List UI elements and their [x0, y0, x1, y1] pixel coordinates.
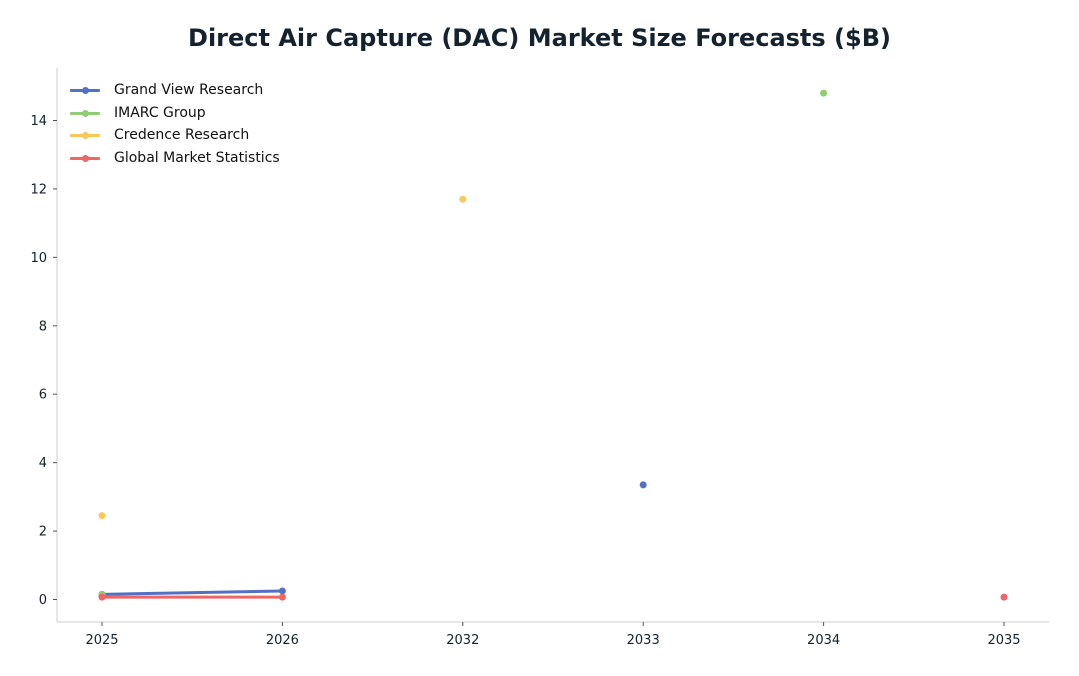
- legend-item: IMARC Group: [68, 102, 280, 125]
- x-tick-label: 2033: [627, 633, 660, 648]
- legend-item: Credence Research: [68, 124, 280, 147]
- series-line-grand-view-research: [100, 589, 284, 596]
- data-point-credence-research: [459, 195, 467, 203]
- data-point-global-market-statistics: [278, 593, 286, 601]
- y-tick-label: 8: [39, 319, 47, 334]
- x-tick-label: 2026: [266, 633, 299, 648]
- data-point-grand-view-research: [639, 481, 647, 489]
- y-tick-label: 4: [39, 456, 47, 471]
- legend-label: IMARC Group: [114, 104, 206, 121]
- y-tick-label: 12: [30, 182, 47, 197]
- y-tick-label: 10: [30, 251, 47, 266]
- chart-title: Direct Air Capture (DAC) Market Size For…: [188, 24, 891, 52]
- data-point-credence-research: [98, 512, 106, 520]
- y-tick-label: 14: [30, 114, 47, 129]
- legend-swatch: [68, 130, 102, 140]
- legend-swatch: [68, 85, 102, 95]
- legend-label: Grand View Research: [114, 82, 264, 99]
- legend-item: Global Market Statistics: [68, 147, 280, 170]
- data-point-imarc-group: [820, 89, 828, 97]
- legend-label: Global Market Statistics: [114, 150, 280, 167]
- y-tick-label: 0: [39, 593, 47, 608]
- legend-swatch: [68, 108, 102, 118]
- x-tick-label: 2035: [987, 633, 1020, 648]
- legend-label: Credence Research: [114, 127, 250, 144]
- x-tick-label: 2034: [807, 633, 840, 648]
- x-tick-label: 2025: [85, 633, 118, 648]
- data-point-global-market-statistics: [98, 593, 106, 601]
- y-tick-label: 2: [39, 525, 47, 540]
- data-point-global-market-statistics: [1000, 593, 1008, 601]
- legend: Grand View Research IMARC Group Credence R…: [68, 79, 280, 169]
- data-point-grand-view-research: [278, 587, 286, 595]
- x-tick-label: 2032: [446, 633, 479, 648]
- y-tick-label: 6: [39, 388, 47, 403]
- legend-item: Grand View Research: [68, 79, 280, 102]
- legend-swatch: [68, 153, 102, 163]
